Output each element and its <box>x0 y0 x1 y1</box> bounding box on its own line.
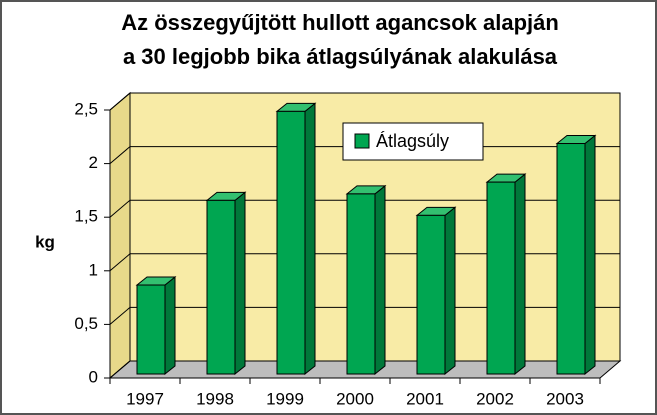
bar <box>206 199 236 375</box>
grid-line <box>109 306 620 325</box>
bar-side <box>584 134 596 376</box>
y-axis-label: kg <box>35 232 55 251</box>
bar <box>346 193 376 375</box>
bar-side <box>374 184 386 376</box>
bar <box>416 214 446 375</box>
bar <box>486 181 516 375</box>
legend-swatch <box>354 133 370 149</box>
legend-label: Átlagsúly <box>376 131 449 151</box>
bar-side <box>234 191 246 376</box>
grid-line <box>109 253 620 272</box>
y-tick-label: 1 <box>89 260 98 279</box>
y-tick-label: 1,5 <box>74 207 98 226</box>
side-wall <box>109 91 131 380</box>
bar-side <box>514 173 526 376</box>
bar <box>276 110 306 375</box>
x-tick-label: 2002 <box>476 389 514 408</box>
grid-line <box>109 199 620 218</box>
chart-subtitle: a 30 legjobb bika átlagsúlyának alakulás… <box>123 44 558 69</box>
x-tick-label: 2003 <box>546 389 584 408</box>
bar-side <box>164 275 176 376</box>
x-tick-label: 2001 <box>406 389 444 408</box>
grid-line <box>109 360 620 379</box>
bar-side <box>444 206 456 376</box>
y-tick-label: 2,5 <box>74 99 98 118</box>
chart-title: Az összegyűjtött hullott agancsok alapjá… <box>121 10 559 35</box>
y-tick-label: 2 <box>89 153 98 172</box>
x-tick-label: 1999 <box>266 389 304 408</box>
x-tick-label: 1997 <box>126 389 164 408</box>
bar-side <box>304 102 316 376</box>
y-tick-label: 0,5 <box>74 314 98 333</box>
x-tick-label: 1998 <box>196 389 234 408</box>
bar <box>136 284 166 375</box>
bar <box>556 143 586 375</box>
y-tick-label: 0 <box>89 367 98 386</box>
x-tick-label: 2000 <box>336 389 374 408</box>
grid-line <box>109 92 620 111</box>
